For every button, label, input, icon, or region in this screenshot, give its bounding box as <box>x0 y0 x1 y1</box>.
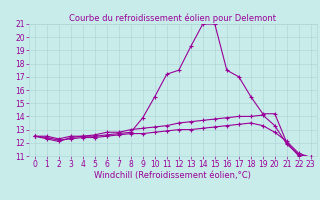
Title: Courbe du refroidissement éolien pour Delemont: Courbe du refroidissement éolien pour De… <box>69 14 276 23</box>
X-axis label: Windchill (Refroidissement éolien,°C): Windchill (Refroidissement éolien,°C) <box>94 171 251 180</box>
